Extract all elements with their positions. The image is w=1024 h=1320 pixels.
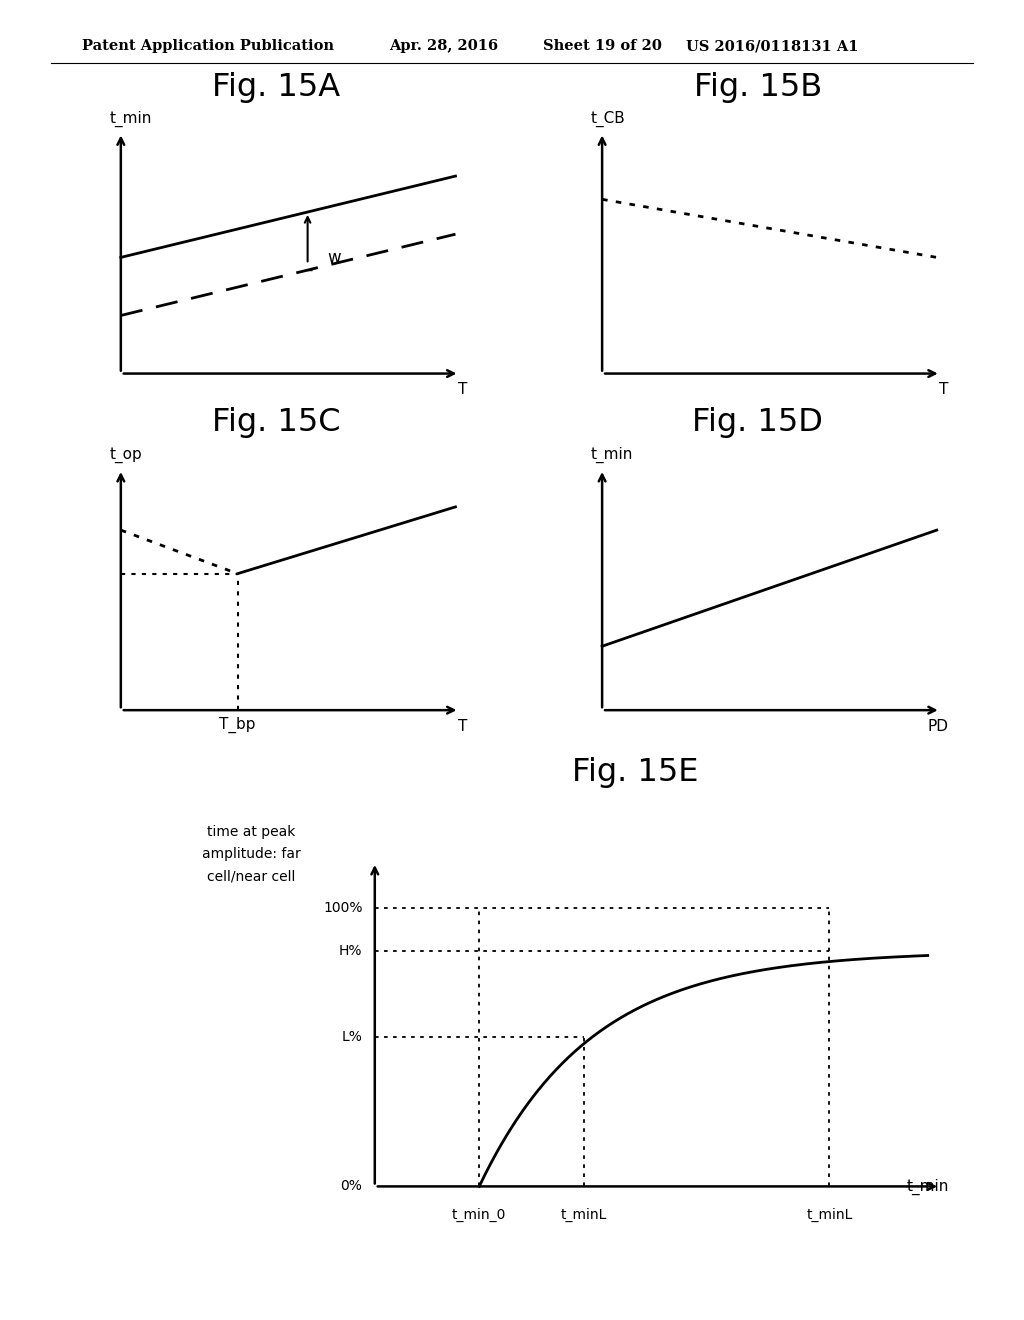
- Text: t_op: t_op: [110, 447, 142, 463]
- Text: t_min: t_min: [907, 1179, 949, 1195]
- Text: cell/near cell: cell/near cell: [207, 870, 295, 884]
- Text: Fig. 15D: Fig. 15D: [692, 408, 823, 438]
- Text: US 2016/0118131 A1: US 2016/0118131 A1: [686, 40, 858, 53]
- Text: Fig. 15C: Fig. 15C: [212, 408, 341, 438]
- Text: 100%: 100%: [323, 902, 362, 916]
- Text: t_CB: t_CB: [591, 111, 626, 127]
- Text: t_min_0: t_min_0: [452, 1208, 507, 1222]
- Text: t_minL: t_minL: [560, 1208, 607, 1222]
- Text: T: T: [458, 383, 467, 397]
- Text: t_min: t_min: [591, 447, 633, 463]
- Text: Fig. 15A: Fig. 15A: [212, 73, 341, 103]
- Text: t_min: t_min: [110, 111, 152, 127]
- Text: PD: PD: [928, 719, 948, 734]
- Text: amplitude: far: amplitude: far: [202, 847, 300, 862]
- Text: Fig. 15B: Fig. 15B: [693, 73, 822, 103]
- Text: Sheet 19 of 20: Sheet 19 of 20: [543, 40, 662, 53]
- Text: T: T: [939, 383, 948, 397]
- Text: L%: L%: [342, 1030, 362, 1044]
- Text: H%: H%: [339, 944, 362, 958]
- Text: time at peak: time at peak: [207, 825, 295, 840]
- Text: Patent Application Publication: Patent Application Publication: [82, 40, 334, 53]
- Text: Fig. 15E: Fig. 15E: [571, 758, 698, 788]
- Text: T_bp: T_bp: [219, 717, 256, 734]
- Text: t_minL: t_minL: [806, 1208, 853, 1222]
- Text: T: T: [458, 719, 467, 734]
- Text: w: w: [327, 249, 341, 268]
- Text: 0%: 0%: [341, 1179, 362, 1193]
- Text: Apr. 28, 2016: Apr. 28, 2016: [389, 40, 499, 53]
